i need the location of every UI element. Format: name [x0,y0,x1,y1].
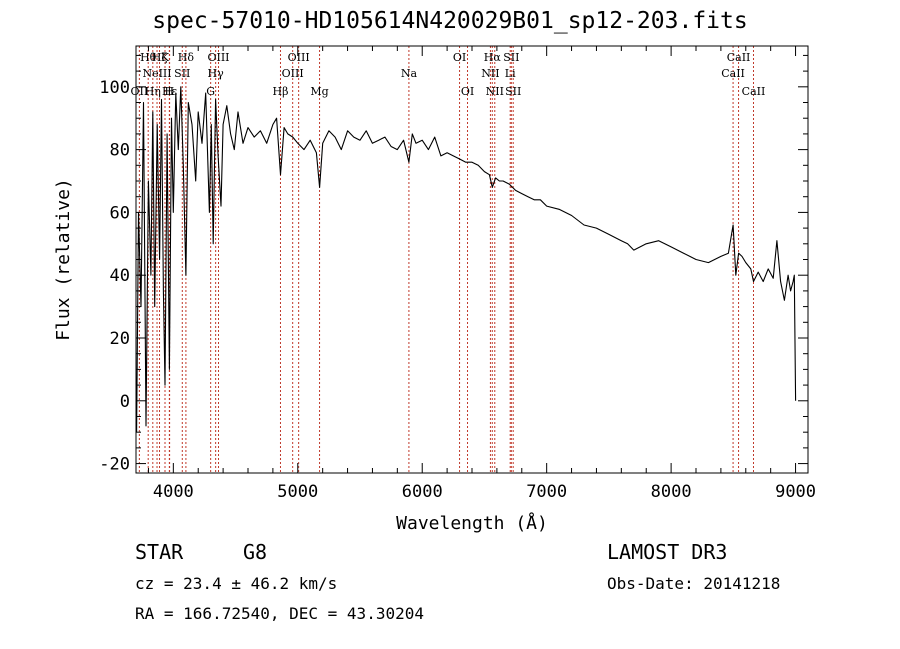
y-tick-label: 20 [110,329,130,349]
y-tick-label: -20 [99,455,130,475]
y-tick-label: 80 [110,141,130,161]
line-label: Mg [310,85,328,98]
x-tick-label: 5000 [277,482,318,502]
line-label: Na [401,67,418,80]
y-tick-label: 0 [120,392,130,412]
x-axis-label: Wavelength (Å) [396,512,548,534]
object-class: STAR [135,540,184,564]
spectral-type: G8 [243,540,268,564]
line-label: Hα [484,51,502,64]
line-label: NeIII [142,67,171,80]
observation-date: Obs-Date: 20141218 [607,574,781,593]
x-tick-label: 8000 [651,482,692,502]
line-label: K [161,51,170,64]
x-tick-label: 4000 [153,482,194,502]
line-label: OI [461,85,474,98]
plot-frame [135,45,809,474]
line-label: Hγ [208,67,225,80]
y-tick-label: 40 [110,266,130,286]
line-label: OIII [282,67,304,80]
line-label: Hδ [178,51,195,64]
line-label: Li [505,67,516,80]
redshift-velocity: cz = 23.4 ± 46.2 km/s [135,574,338,593]
line-label: NII [486,85,504,98]
x-tick-label: 7000 [526,482,567,502]
line-label: CaII [727,51,751,64]
y-tick-label: 60 [110,203,130,223]
survey-name: LAMOST DR3 [607,540,728,564]
line-label: H [165,85,175,98]
y-axis-label: Flux (relative) [53,178,74,341]
line-label: SII [505,85,521,98]
y-tick-label: 100 [99,78,130,98]
line-label: Hζ [152,51,168,64]
line-label: Hη [145,85,161,98]
line-label: Hθ [140,51,157,64]
line-label: OIII [207,51,229,64]
line-label: SII [503,51,519,64]
line-label: CaII [742,85,766,98]
line-label: SII [174,67,190,80]
x-tick-label: 6000 [402,482,443,502]
line-label: OIII [288,51,310,64]
line-label: G [206,85,215,98]
line-label: CaII [721,67,745,80]
x-tick-label: 9000 [775,482,816,502]
line-label: Hε [162,85,178,98]
line-label: OI [453,51,466,64]
chart-title: spec-57010-HD105614N420029B01_sp12-203.f… [152,8,748,34]
line-label: OII [131,85,149,98]
spectrum-line [136,86,797,433]
line-label: NII [481,67,499,80]
sky-coordinates: RA = 166.72540, DEC = 43.30204 [135,604,424,623]
line-label: Hβ [273,85,289,98]
